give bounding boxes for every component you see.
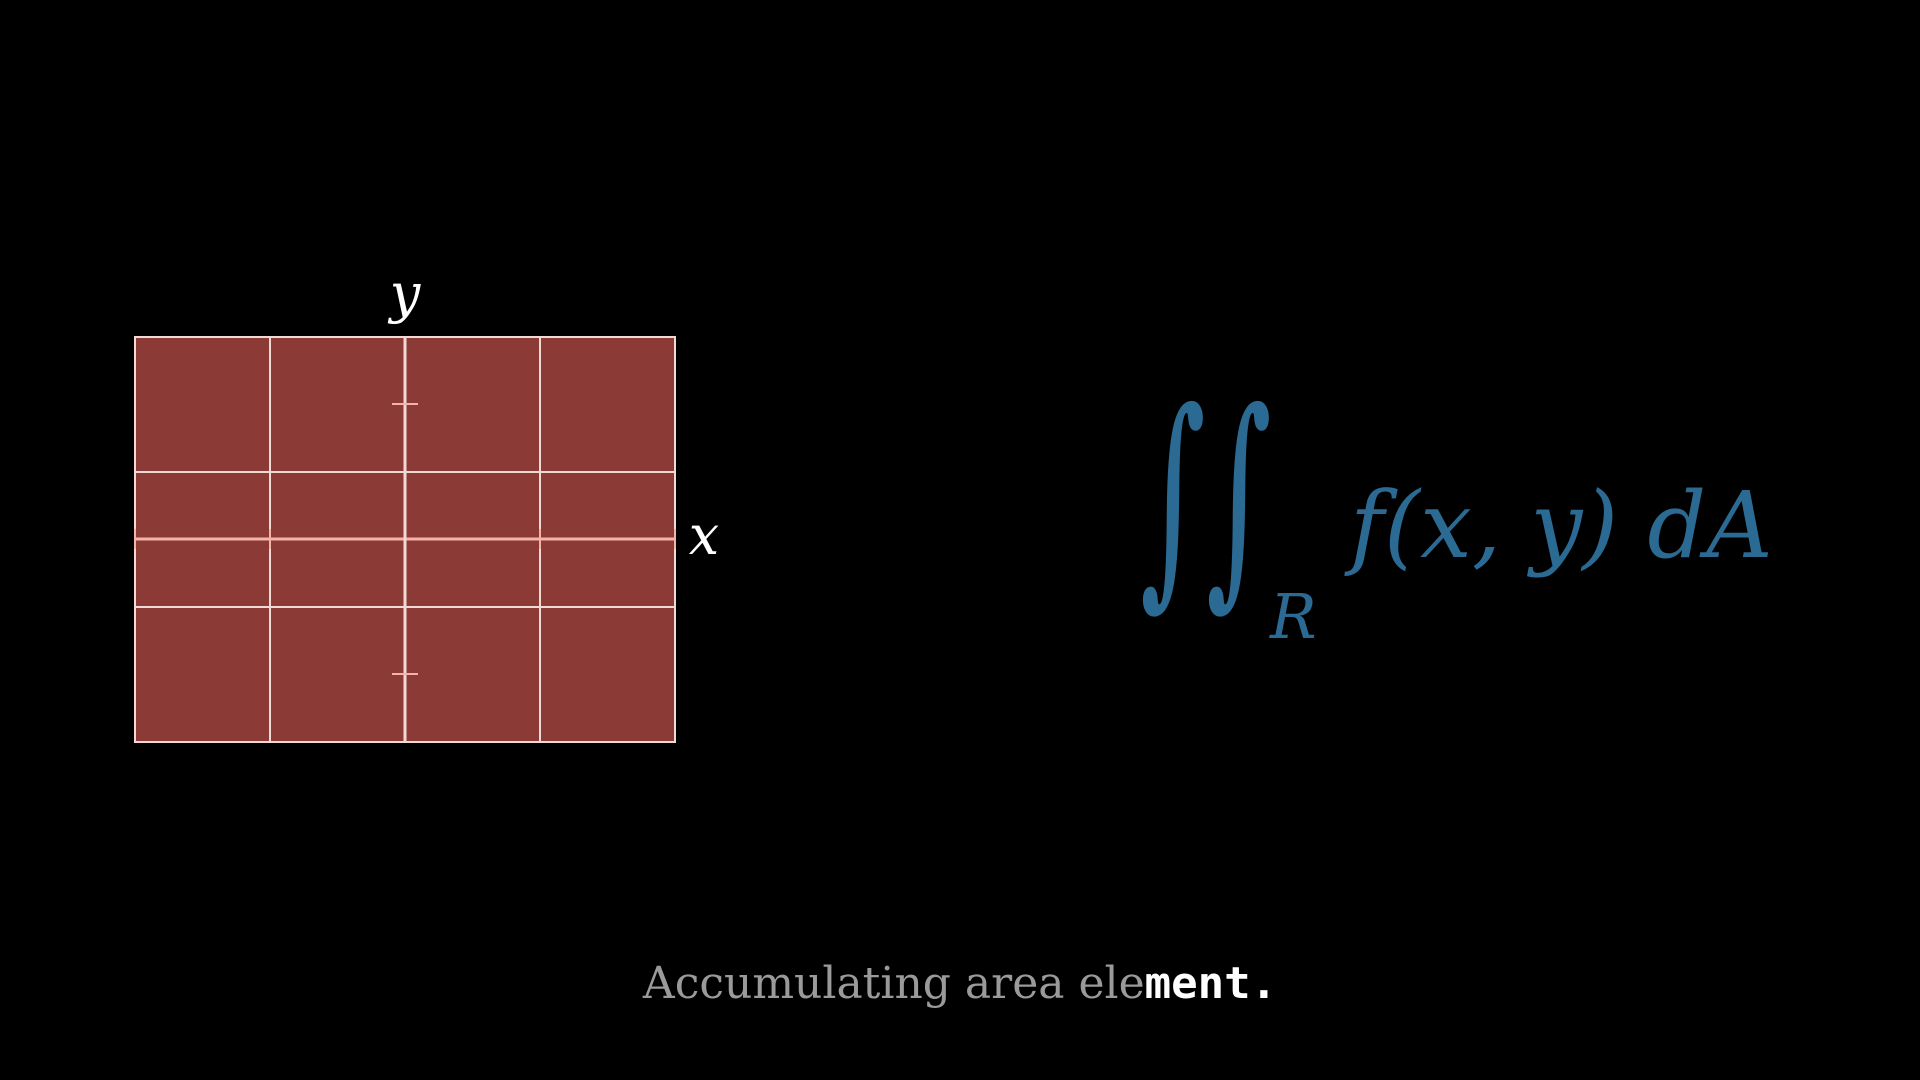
double-integral-formula: ∫ ∫ R f(x, y) dA [1140, 382, 1800, 668]
integrand: f(x, y) dA [1350, 472, 1773, 579]
y-axis-label: y [388, 262, 422, 325]
integration-region-label: R [1270, 580, 1317, 653]
caption-faded-text: Accumulating area ele [642, 958, 1145, 1009]
integral-sign: ∫ [1140, 363, 1206, 630]
caption: Accumulating area element. [0, 958, 1920, 1009]
integral-sign: ∫ [1206, 363, 1272, 630]
x-axis-label: x [689, 504, 719, 567]
caption-bright-text: ment. [1144, 958, 1278, 1009]
